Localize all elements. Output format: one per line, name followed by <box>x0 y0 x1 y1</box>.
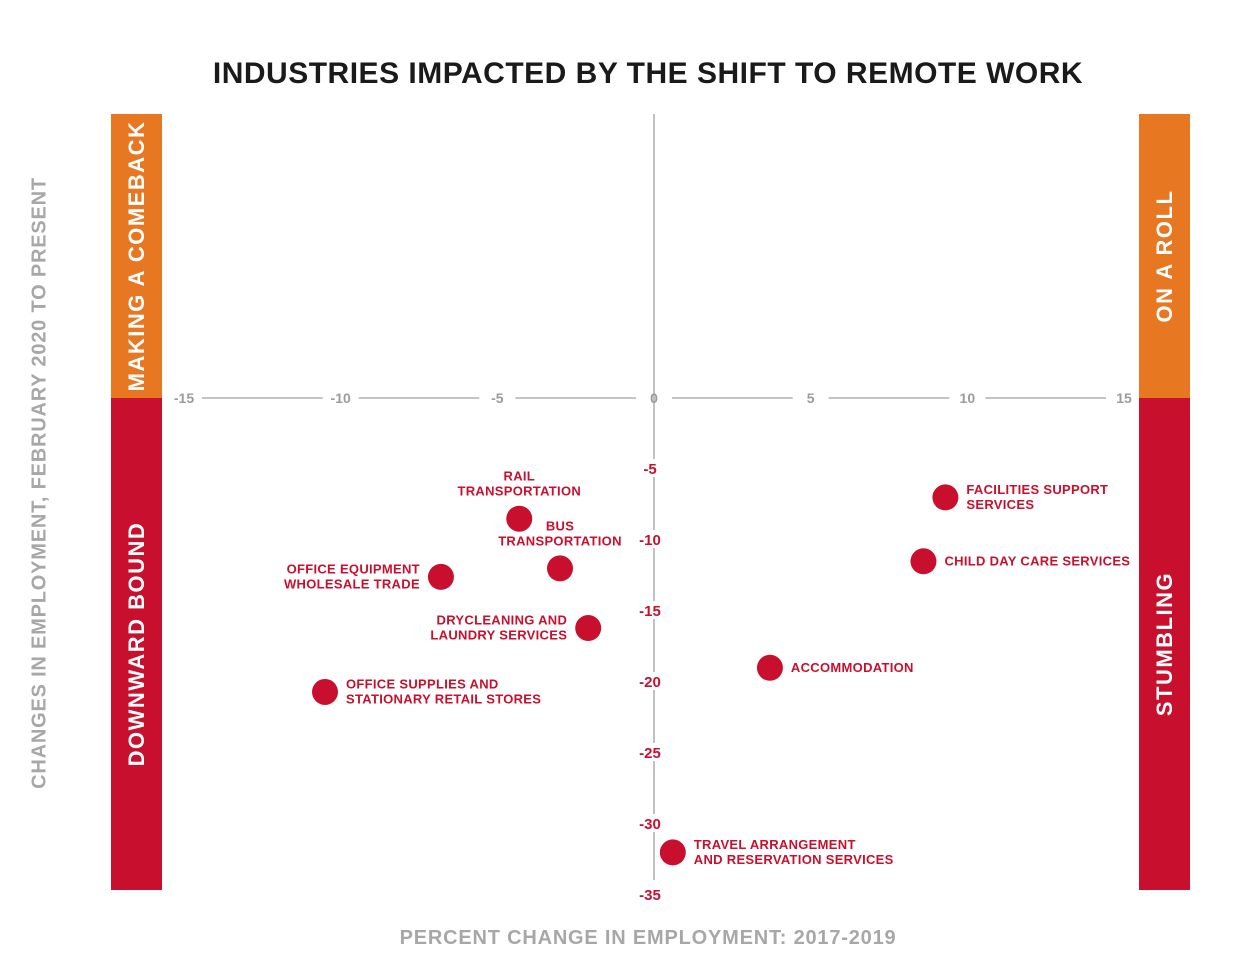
y-tick-label: -10 <box>639 532 661 549</box>
y-tick-backdrop <box>636 885 672 903</box>
point-marker <box>547 555 573 582</box>
band-on-a-roll <box>1139 114 1190 398</box>
point-label: TRAVEL ARRANGEMENT AND RESERVATION SERVIC… <box>694 837 894 867</box>
point-marker <box>659 839 686 866</box>
quadrant-label-making-a-comeback: MAKING A COMEBACK <box>124 121 149 392</box>
y-tick-label: -25 <box>639 745 661 762</box>
point-marker <box>756 654 783 681</box>
chart-title: INDUSTRIES IMPACTED BY THE SHIFT TO REMO… <box>213 57 1083 90</box>
x-tick-label: 0 <box>650 390 658 406</box>
point-label: BUS TRANSPORTATION <box>498 518 622 548</box>
x-axis-title: PERCENT CHANGE IN EMPLOYMENT: 2017-2019 <box>400 927 897 949</box>
y-tick-backdrop <box>636 672 672 690</box>
band-stumbling <box>1139 398 1190 890</box>
y-tick-backdrop <box>636 601 672 619</box>
x-tick-label: -10 <box>331 390 351 406</box>
point-label: RAIL TRANSPORTATION <box>457 469 581 499</box>
data-point: DRYCLEANING AND LAUNDRY SERVICES <box>430 613 602 643</box>
y-tick-label: -5 <box>643 461 656 478</box>
data-point: OFFICE SUPPLIES AND STATIONARY RETAIL STO… <box>312 676 541 706</box>
x-tick-label: -5 <box>491 390 504 406</box>
point-marker <box>312 678 338 705</box>
y-tick-backdrop <box>636 814 672 832</box>
point-label: FACILITIES SUPPORT SERVICES <box>966 482 1108 512</box>
x-tick-label: -15 <box>174 390 194 406</box>
point-marker <box>910 548 937 575</box>
point-label: DRYCLEANING AND LAUNDRY SERVICES <box>430 613 567 643</box>
data-point: BUS TRANSPORTATION <box>498 518 622 582</box>
data-point: OFFICE EQUIPMENT WHOLESALE TRADE <box>284 561 454 591</box>
quadrant-label-on-a-roll: ON A ROLL <box>1152 190 1177 323</box>
point-label: OFFICE SUPPLIES AND STATIONARY RETAIL STO… <box>346 676 541 706</box>
y-axis-title: CHANGES IN EMPLOYMENT, FEBRUARY 2020 TO … <box>28 177 50 789</box>
band-downward-bound <box>111 398 162 890</box>
point-marker <box>575 615 602 642</box>
point-marker <box>506 505 533 532</box>
y-tick-backdrop <box>636 743 672 761</box>
y-tick-backdrop <box>636 530 672 548</box>
quadrant-label-stumbling: STUMBLING <box>1152 572 1177 716</box>
data-point: RAIL TRANSPORTATION <box>457 469 581 532</box>
x-tick-label: 15 <box>1116 390 1132 406</box>
data-point: CHILD DAY CARE SERVICES <box>910 548 1130 575</box>
y-tick-backdrop <box>636 459 672 477</box>
y-tick-label: -15 <box>639 603 661 620</box>
y-tick-label: -20 <box>639 674 661 691</box>
data-point: ACCOMMODATION <box>756 654 914 681</box>
x-tick-label: 5 <box>807 390 815 406</box>
y-tick-label: -35 <box>639 887 661 904</box>
data-point: FACILITIES SUPPORT SERVICES <box>932 482 1108 512</box>
point-marker <box>427 563 454 590</box>
y-tick-label: -30 <box>639 816 661 833</box>
band-making-a-comeback <box>111 114 162 398</box>
x-tick-label: 10 <box>960 390 976 406</box>
quadrant-label-downward-bound: DOWNWARD BOUND <box>124 522 149 767</box>
point-label: CHILD DAY CARE SERVICES <box>944 553 1130 568</box>
data-points: RAIL TRANSPORTATION BUS TRANSPORTATION OFFIC… <box>284 469 1130 867</box>
tick-labels: -15 -10 -5 0 5 10 15 -5 -10 -15 -20 -25 -30 -35 <box>174 390 1132 904</box>
point-label: ACCOMMODATION <box>791 660 914 675</box>
data-point: TRAVEL ARRANGEMENT AND RESERVATION SERVIC… <box>659 837 894 867</box>
point-label: OFFICE EQUIPMENT WHOLESALE TRADE <box>284 561 420 591</box>
point-marker <box>932 484 959 511</box>
